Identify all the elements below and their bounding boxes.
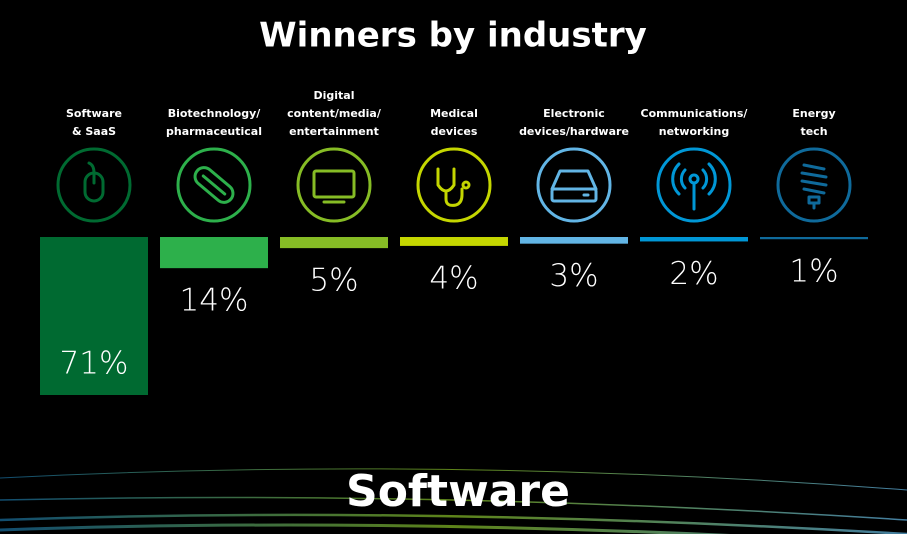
swoosh	[0, 468, 907, 534]
value-label: 5%	[309, 263, 358, 299]
bar	[280, 237, 388, 249]
bar	[760, 237, 868, 240]
category-label: Communications/networking	[641, 107, 749, 138]
value-label: 14%	[180, 283, 249, 319]
value-label: 71%	[60, 346, 129, 382]
category-label: Medical devices	[430, 107, 478, 138]
chart-title: Winners by industry	[259, 16, 647, 56]
icons	[56, 147, 852, 223]
value-label: 2%	[669, 256, 718, 292]
category-label: Software & SaaS	[66, 107, 122, 138]
value-label: 4%	[429, 260, 478, 296]
bar	[160, 237, 268, 269]
bar	[520, 237, 628, 244]
category-label: Digital content/media/entertainment	[287, 89, 382, 138]
subtitle: Software	[346, 466, 570, 517]
value-label: 3%	[549, 258, 598, 294]
bar	[400, 237, 508, 246]
category-label: Biotechnology/pharmaceutical	[166, 107, 262, 138]
bar	[40, 237, 148, 395]
category-label: Energy tech	[792, 107, 835, 138]
category-label: Electronic devices/hardware	[519, 107, 629, 138]
value-label: 1%	[789, 254, 838, 290]
bar	[640, 237, 748, 242]
